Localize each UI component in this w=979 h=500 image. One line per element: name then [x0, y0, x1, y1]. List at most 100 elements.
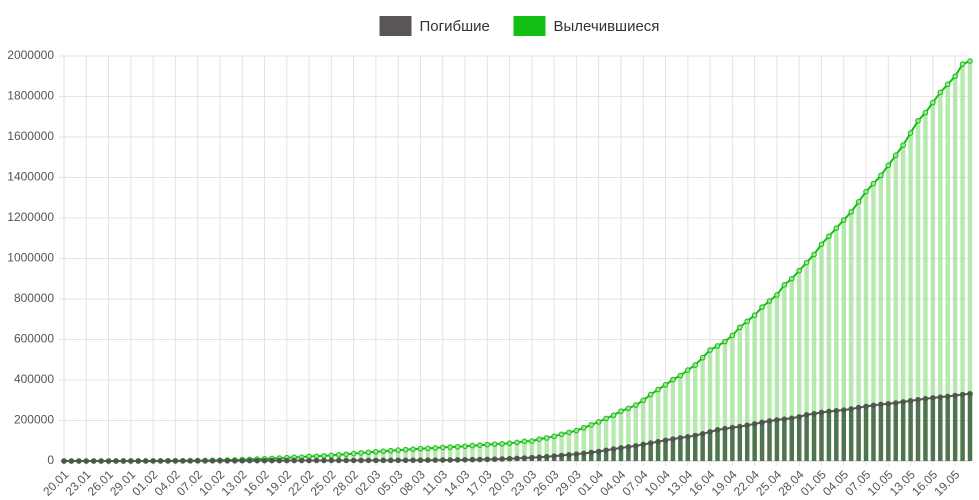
bar	[782, 419, 787, 461]
point	[551, 433, 557, 440]
point	[491, 456, 498, 463]
point	[410, 457, 416, 464]
bar	[811, 254, 817, 461]
bar	[507, 443, 512, 461]
point	[402, 446, 409, 453]
point	[625, 444, 632, 450]
point	[848, 209, 854, 215]
point	[566, 429, 572, 436]
point	[677, 435, 684, 441]
bar	[670, 379, 676, 461]
bar	[923, 112, 928, 461]
point	[647, 391, 654, 398]
bar	[744, 321, 750, 461]
point	[796, 414, 802, 420]
point	[796, 267, 802, 274]
bar	[908, 400, 913, 461]
point	[68, 458, 75, 464]
point	[595, 448, 602, 455]
point	[499, 456, 505, 462]
y-tick-label: 800000	[14, 291, 54, 305]
bar	[722, 428, 728, 461]
point	[707, 429, 713, 435]
bar	[908, 132, 913, 461]
point	[595, 419, 602, 425]
bar	[804, 414, 809, 461]
bar	[618, 447, 624, 461]
bar	[678, 437, 683, 461]
y-tick-label: 600000	[14, 332, 54, 346]
point	[863, 188, 869, 195]
point	[417, 457, 424, 464]
bar	[767, 301, 772, 461]
point	[900, 399, 906, 405]
bar	[893, 155, 898, 461]
point	[335, 452, 342, 458]
point	[744, 422, 751, 429]
y-tick-label: 2000000	[7, 48, 54, 62]
bar	[952, 76, 958, 461]
point	[328, 457, 335, 464]
bar	[611, 415, 616, 461]
bar	[715, 429, 720, 461]
bar	[655, 441, 661, 461]
point	[759, 304, 765, 310]
x-tick-label: 08.03	[397, 467, 428, 498]
point	[811, 251, 817, 258]
bar	[900, 145, 906, 461]
bar	[759, 422, 765, 461]
bar	[693, 435, 698, 461]
point	[788, 415, 795, 422]
bar	[826, 411, 832, 461]
point	[662, 437, 669, 444]
point	[514, 439, 520, 446]
point	[633, 402, 639, 408]
bar	[767, 421, 772, 461]
bar	[611, 449, 616, 461]
point	[120, 458, 127, 464]
point	[224, 457, 231, 464]
point	[380, 448, 387, 455]
bar	[551, 436, 557, 461]
bar	[700, 433, 705, 461]
point	[261, 457, 268, 464]
point	[937, 89, 944, 96]
point	[967, 58, 973, 64]
point	[113, 458, 119, 464]
point	[506, 455, 513, 462]
bar	[707, 350, 713, 461]
point	[328, 452, 335, 459]
bar	[581, 427, 587, 461]
point	[269, 457, 275, 464]
point	[83, 458, 90, 464]
bar	[871, 405, 876, 461]
point	[543, 435, 550, 441]
point	[781, 282, 788, 288]
point	[640, 441, 647, 448]
point	[878, 172, 884, 179]
point	[135, 458, 142, 464]
point	[529, 454, 535, 461]
point	[217, 457, 223, 464]
point	[566, 451, 572, 458]
bar	[433, 447, 438, 461]
point	[952, 73, 958, 80]
bar	[819, 412, 824, 461]
point	[506, 440, 513, 447]
point	[692, 432, 699, 439]
point	[736, 423, 743, 430]
point	[811, 410, 817, 417]
bar	[522, 441, 527, 461]
point	[194, 458, 201, 464]
point	[499, 440, 505, 447]
point	[283, 457, 290, 464]
bar	[492, 444, 497, 461]
bar	[529, 441, 535, 461]
point	[714, 427, 721, 433]
legend-swatch	[513, 16, 546, 36]
point	[98, 458, 104, 464]
point	[529, 438, 535, 444]
point	[536, 454, 543, 461]
y-tick-label: 0	[47, 453, 54, 467]
point	[276, 457, 283, 464]
